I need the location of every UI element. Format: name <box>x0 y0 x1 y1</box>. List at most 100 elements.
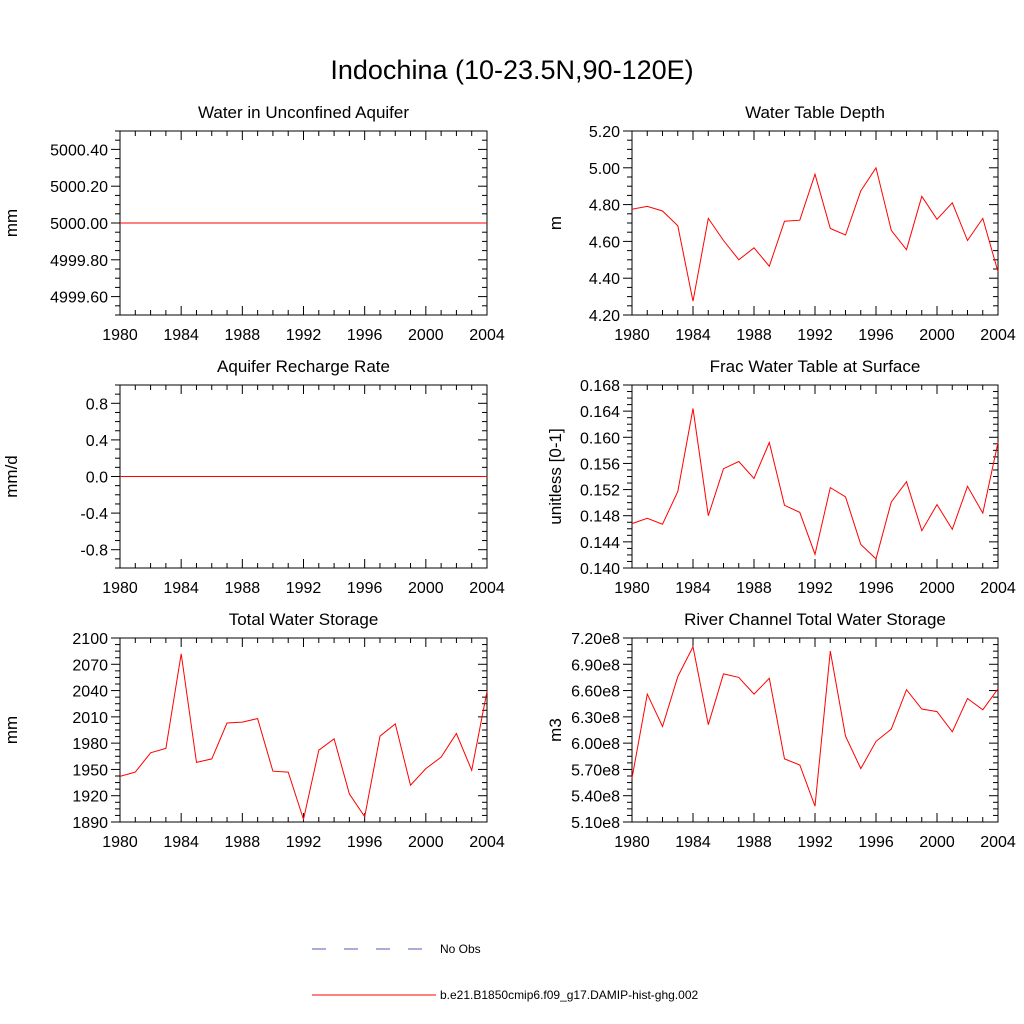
x-tick-label: 1988 <box>736 327 772 344</box>
y-tick-label: 4999.80 <box>50 253 108 270</box>
y-tick-label: 6.90e8 <box>571 657 620 674</box>
y-tick-label: 0.168 <box>580 378 620 395</box>
plot-frame <box>631 637 999 823</box>
x-tick-label: 1988 <box>225 580 261 597</box>
y-tick-label: 0.4 <box>86 433 108 450</box>
x-tick-label: 1984 <box>163 327 199 344</box>
legend-no-obs-label: No Obs <box>440 942 481 956</box>
x-tick-label: 2004 <box>469 580 505 597</box>
x-tick-label: 2000 <box>919 327 955 344</box>
y-tick-label: 0.156 <box>580 456 620 473</box>
y-tick-label: 5.10e8 <box>571 815 620 832</box>
x-tick-label: 1996 <box>347 580 383 597</box>
chart-panel-5: 1980 1984 1988 1992 1996 2000 2004 5.10e8 5.40e8… <box>546 610 1016 851</box>
chart-panel-1: 1980 1984 1988 1992 1996 2000 2004 4.20 4.40 4.60… <box>546 103 1016 344</box>
x-tick-label: 1988 <box>225 834 261 851</box>
x-tick-label: 1984 <box>163 834 199 851</box>
x-tick-label: 2000 <box>919 580 955 597</box>
y-tick-label: 7.20e8 <box>571 631 620 648</box>
y-axis-label: unitless [0-1] <box>546 428 565 524</box>
plot-frame <box>631 130 999 316</box>
panel-title: Total Water Storage <box>229 610 379 629</box>
x-tick-label: 1980 <box>614 834 650 851</box>
y-tick-label: 0.140 <box>580 561 620 578</box>
x-tick-label: 1988 <box>736 834 772 851</box>
y-tick-label: 4999.60 <box>50 290 108 307</box>
chart-panel-0: 1980 1984 1988 1992 1996 2000 2004 4999.60 4999.… <box>2 103 505 344</box>
x-tick-label: 1980 <box>102 327 138 344</box>
y-tick-label: 2100 <box>72 631 108 648</box>
x-tick-label: 1980 <box>102 580 138 597</box>
x-tick-label: 1984 <box>163 580 199 597</box>
x-tick-label: 2000 <box>408 327 444 344</box>
x-tick-label: 1988 <box>736 580 772 597</box>
chart-panel-3: 1980 1984 1988 1992 1996 2000 2004 0.140 0.144 0.… <box>546 357 1016 597</box>
y-axis-label: m3 <box>546 718 565 742</box>
y-tick-label: 0.164 <box>580 404 620 421</box>
y-tick-label: 5.20 <box>589 124 620 141</box>
panel-title: Aquifer Recharge Rate <box>217 357 390 376</box>
plot-frame <box>631 384 999 569</box>
series-line-0 <box>119 653 488 822</box>
y-tick-label: 4.80 <box>589 198 620 215</box>
x-tick-label: 2004 <box>469 834 505 851</box>
x-tick-label: 1984 <box>675 327 711 344</box>
x-tick-label: 2004 <box>980 834 1016 851</box>
y-tick-label: 0.160 <box>580 430 620 447</box>
y-tick-label: 1890 <box>72 815 108 832</box>
x-tick-label: 2004 <box>980 327 1016 344</box>
y-tick-label: 0.148 <box>580 509 620 526</box>
y-tick-label: -0.8 <box>80 543 108 560</box>
y-axis-label: mm <box>2 209 21 237</box>
x-tick-label: 1996 <box>858 580 894 597</box>
x-tick-label: 1992 <box>797 580 833 597</box>
y-tick-label: 1920 <box>72 789 108 806</box>
y-tick-label: 2040 <box>72 684 108 701</box>
x-tick-label: 2000 <box>919 834 955 851</box>
panel-title: Frac Water Table at Surface <box>710 357 921 376</box>
series-line-0 <box>631 408 999 560</box>
x-tick-label: 2004 <box>469 327 505 344</box>
x-tick-label: 1996 <box>858 834 894 851</box>
panel-title: Water Table Depth <box>745 103 885 122</box>
x-tick-label: 1996 <box>347 327 383 344</box>
panel-title: Water in Unconfined Aquifer <box>198 103 409 122</box>
y-tick-label: 0.152 <box>580 483 620 500</box>
y-tick-label: 5000.40 <box>50 142 108 159</box>
y-tick-label: 4.60 <box>589 234 620 251</box>
panel-title: River Channel Total Water Storage <box>684 610 946 629</box>
y-tick-label: 6.00e8 <box>571 736 620 753</box>
x-tick-label: 1980 <box>102 834 138 851</box>
x-tick-label: 2004 <box>980 580 1016 597</box>
figure-title: Indochina (10-23.5N,90-120E) <box>330 55 694 85</box>
y-tick-label: 2010 <box>72 710 108 727</box>
legend-no-obs-line <box>312 948 432 950</box>
x-tick-label: 1988 <box>225 327 261 344</box>
x-tick-label: 1980 <box>614 327 650 344</box>
x-tick-label: 1992 <box>797 834 833 851</box>
y-tick-label: 0.0 <box>86 470 108 487</box>
y-tick-label: 5.00 <box>589 161 620 178</box>
x-tick-label: 1996 <box>858 327 894 344</box>
y-axis-label: mm <box>2 716 21 744</box>
x-tick-label: 1996 <box>347 834 383 851</box>
y-tick-label: 5.40e8 <box>571 789 620 806</box>
y-tick-label: -0.4 <box>80 506 108 523</box>
legend-model-line <box>312 994 436 996</box>
x-tick-label: 2000 <box>408 580 444 597</box>
y-tick-label: 6.30e8 <box>571 710 620 727</box>
y-tick-label: 5.70e8 <box>571 762 620 779</box>
y-axis-label: mm/d <box>2 455 21 498</box>
chart-panel-4: 1980 1984 1988 1992 1996 2000 2004 1890 1920 1950… <box>2 610 505 851</box>
series-line-0 <box>631 166 999 302</box>
y-tick-label: 4.40 <box>589 271 620 288</box>
y-tick-label: 5000.00 <box>50 216 108 233</box>
y-tick-label: 0.144 <box>580 535 620 552</box>
x-tick-label: 1992 <box>286 580 322 597</box>
legend-model-label: b.e21.B1850cmip6.f09_g17.DAMIP-hist-ghg.… <box>440 988 699 1002</box>
x-tick-label: 1992 <box>797 327 833 344</box>
plot-frame <box>119 637 488 823</box>
y-axis-label: m <box>546 216 565 230</box>
y-tick-label: 0.8 <box>86 396 108 413</box>
